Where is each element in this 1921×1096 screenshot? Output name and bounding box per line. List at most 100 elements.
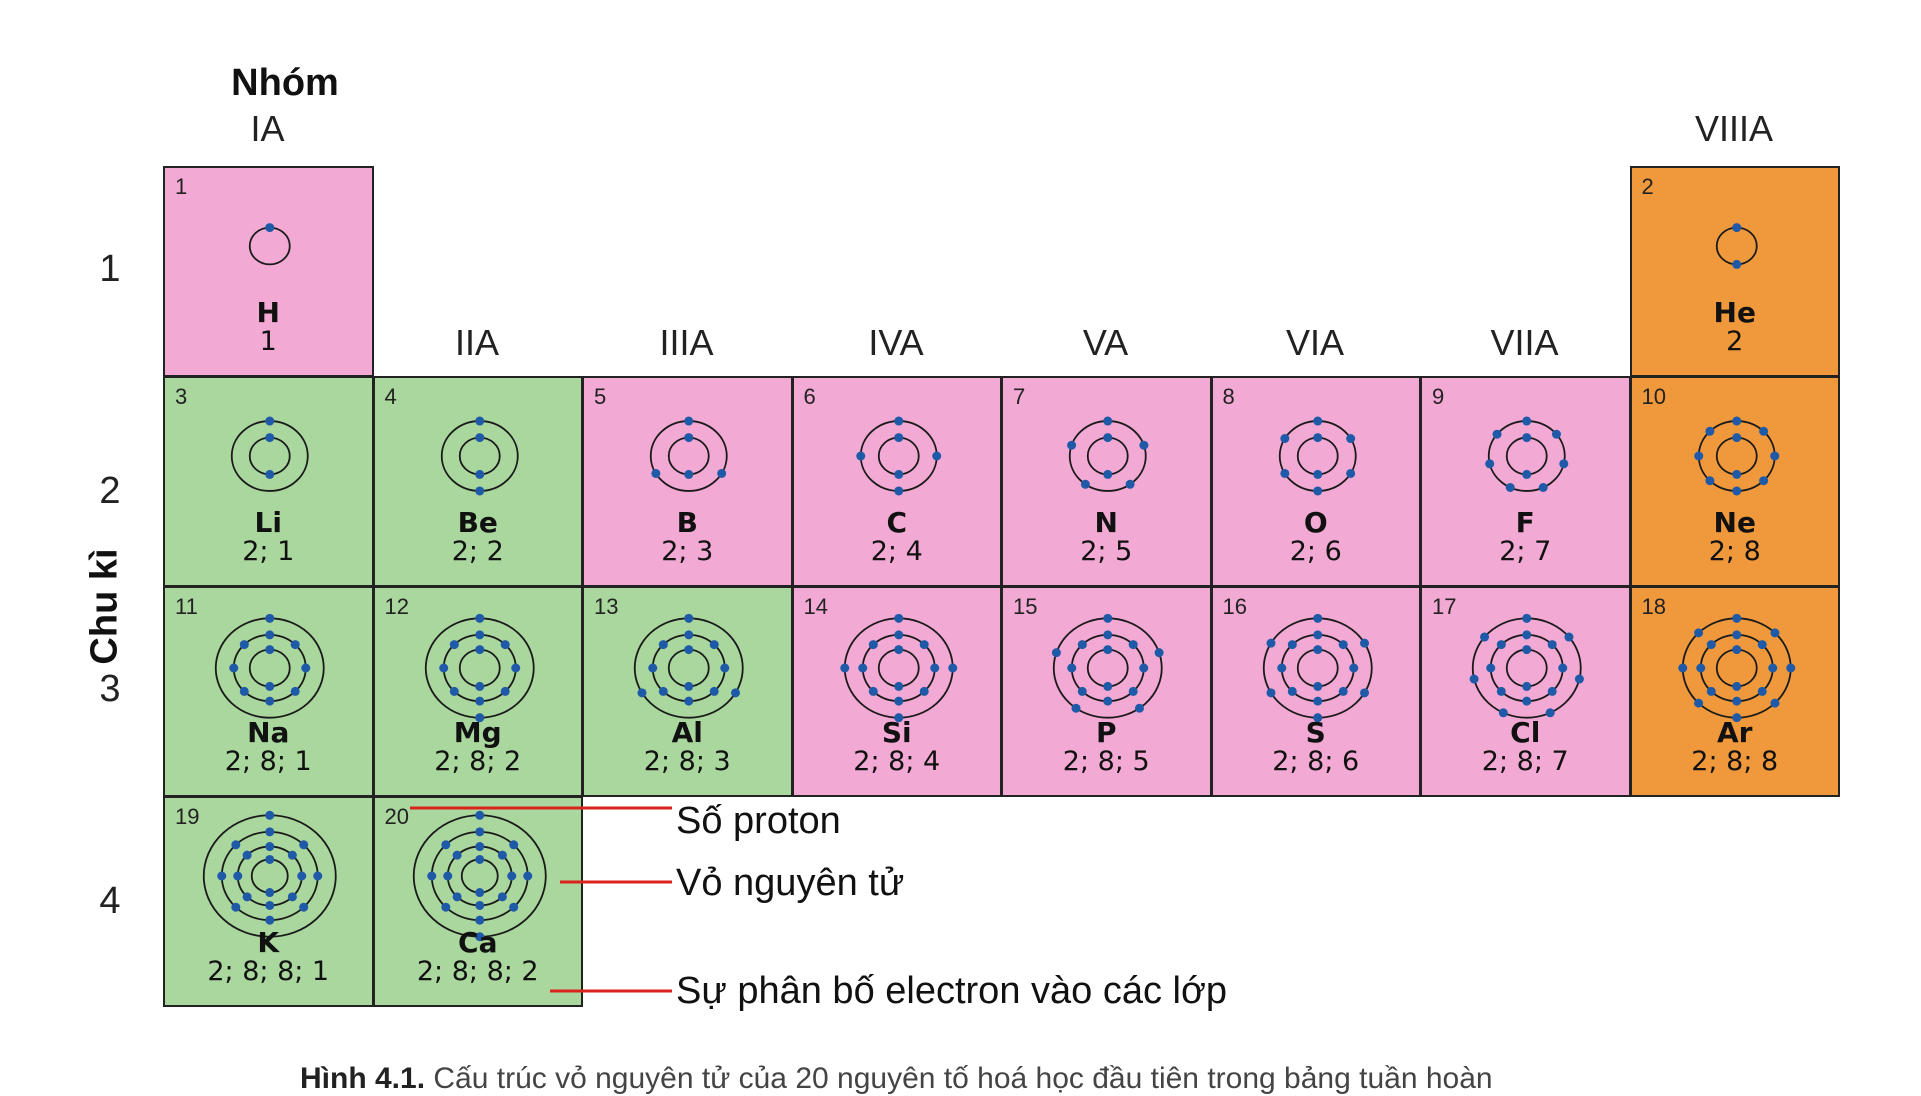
electron-dot [474, 681, 484, 691]
electron-dot [1077, 640, 1087, 650]
electron-dot [929, 663, 939, 673]
electron-dot [449, 686, 459, 696]
electron-dot [440, 902, 450, 912]
electron-dot [1522, 416, 1532, 426]
electron-dot [1345, 468, 1355, 478]
electron-dot [1564, 632, 1574, 642]
electron-configuration: 2; 2 [451, 536, 504, 567]
electron-dot [684, 696, 694, 706]
electron-dot [1287, 640, 1297, 650]
electron-dot [1496, 686, 1506, 696]
electron-shell [1471, 617, 1582, 719]
element-cell-al: 13 Al 2; 8; 3 [582, 586, 793, 797]
electron-dot [947, 663, 957, 673]
electron-dot [1731, 416, 1741, 426]
electron-dot [1338, 640, 1348, 650]
electron-dot [1731, 630, 1741, 640]
electron-dot [265, 681, 275, 691]
electron-dot [265, 900, 275, 910]
electron-dot [709, 640, 719, 650]
electron-configuration: 2; 8; 3 [643, 746, 731, 777]
electron-dot [1348, 663, 1358, 673]
element-symbol: Si [881, 716, 912, 749]
group-label-iiia: IIIA [659, 322, 714, 363]
electron-shell [1086, 648, 1129, 688]
atomic-number: 11 [175, 594, 198, 619]
electron-dot [684, 645, 694, 655]
electron-dot [1103, 696, 1113, 706]
electron-shell [442, 633, 517, 703]
electron-shell [1715, 226, 1758, 266]
electron-dot [1485, 459, 1495, 469]
electron-configuration: 2; 8 [1708, 536, 1761, 567]
atomic-number: 8 [1222, 384, 1235, 409]
electron-dot [497, 892, 507, 902]
electron-shell [430, 830, 529, 922]
element-cell-c: 6 C 2; 4 [791, 376, 1002, 587]
electron-dot [1080, 479, 1090, 489]
electron-dot [1731, 433, 1741, 443]
electron-configuration: 2; 8; 8; 1 [207, 956, 330, 987]
atomic-number: 19 [175, 804, 200, 829]
electron-shell [248, 648, 291, 688]
electron-dot [506, 871, 516, 881]
electron-dot [893, 681, 903, 691]
element-cell-k: 19 K 2; 8; 8; 1 [163, 796, 374, 1007]
electron-dot [231, 840, 241, 850]
electron-dot [658, 686, 668, 696]
element-symbol: O [1303, 506, 1328, 539]
electron-dot [1103, 681, 1113, 691]
electron-dot [731, 688, 741, 698]
electron-dot [1103, 469, 1113, 479]
atomic-number: 5 [594, 384, 607, 409]
electron-shell [236, 845, 303, 907]
period-label-3: 3 [99, 668, 121, 710]
electron-shell [230, 420, 309, 492]
electron-configuration: 2; 8; 6 [1272, 746, 1360, 777]
electron-dot [1704, 426, 1714, 436]
electron-dot [474, 900, 484, 910]
electron-dot [239, 686, 249, 696]
electron-dot [651, 468, 661, 478]
electron-dot [1538, 482, 1548, 492]
element-symbol: Li [254, 506, 282, 539]
electron-dot [474, 613, 484, 623]
electron-dot [1139, 440, 1149, 450]
legend-shell: Vỏ nguyên tử [676, 862, 905, 904]
electron-dot [1103, 630, 1113, 640]
atomic-number: 7 [1013, 384, 1026, 409]
electron-dot [893, 696, 903, 706]
electron-dot [1312, 416, 1322, 426]
electron-shell [446, 845, 513, 907]
electron-dot [1492, 429, 1502, 439]
atomic-number: 2 [1641, 174, 1654, 199]
electron-dot [1767, 663, 1777, 673]
electron-configuration: 2; 6 [1289, 536, 1342, 567]
atomic-number: 6 [803, 384, 816, 409]
electron-dot [438, 663, 448, 673]
element-symbol: H [256, 296, 280, 329]
electron-dot [474, 645, 484, 655]
electron-shell [214, 617, 325, 719]
electron-dot [299, 840, 309, 850]
electron-dot [1103, 645, 1113, 655]
element-symbol: He [1713, 296, 1756, 329]
period-axis-label: Chu kì [83, 548, 126, 665]
electron-dot [1704, 476, 1714, 486]
electron-configuration: 2; 8; 2 [434, 746, 522, 777]
group-label-ia: IA [250, 108, 285, 149]
electron-dot [233, 871, 243, 881]
electron-dot [474, 827, 484, 837]
atomic-number: 16 [1222, 594, 1247, 619]
electron-dot [648, 663, 658, 673]
electron-shell [1715, 648, 1758, 688]
electron-dot [893, 630, 903, 640]
electron-dot [1486, 663, 1496, 673]
electron-dot [231, 902, 241, 912]
electron-shell [1699, 633, 1774, 703]
atomic-number: 14 [803, 594, 828, 619]
electron-shell [1280, 633, 1355, 703]
electron-configuration: 2; 8; 5 [1062, 746, 1150, 777]
electron-dot [239, 640, 249, 650]
electron-dot [1265, 688, 1275, 698]
